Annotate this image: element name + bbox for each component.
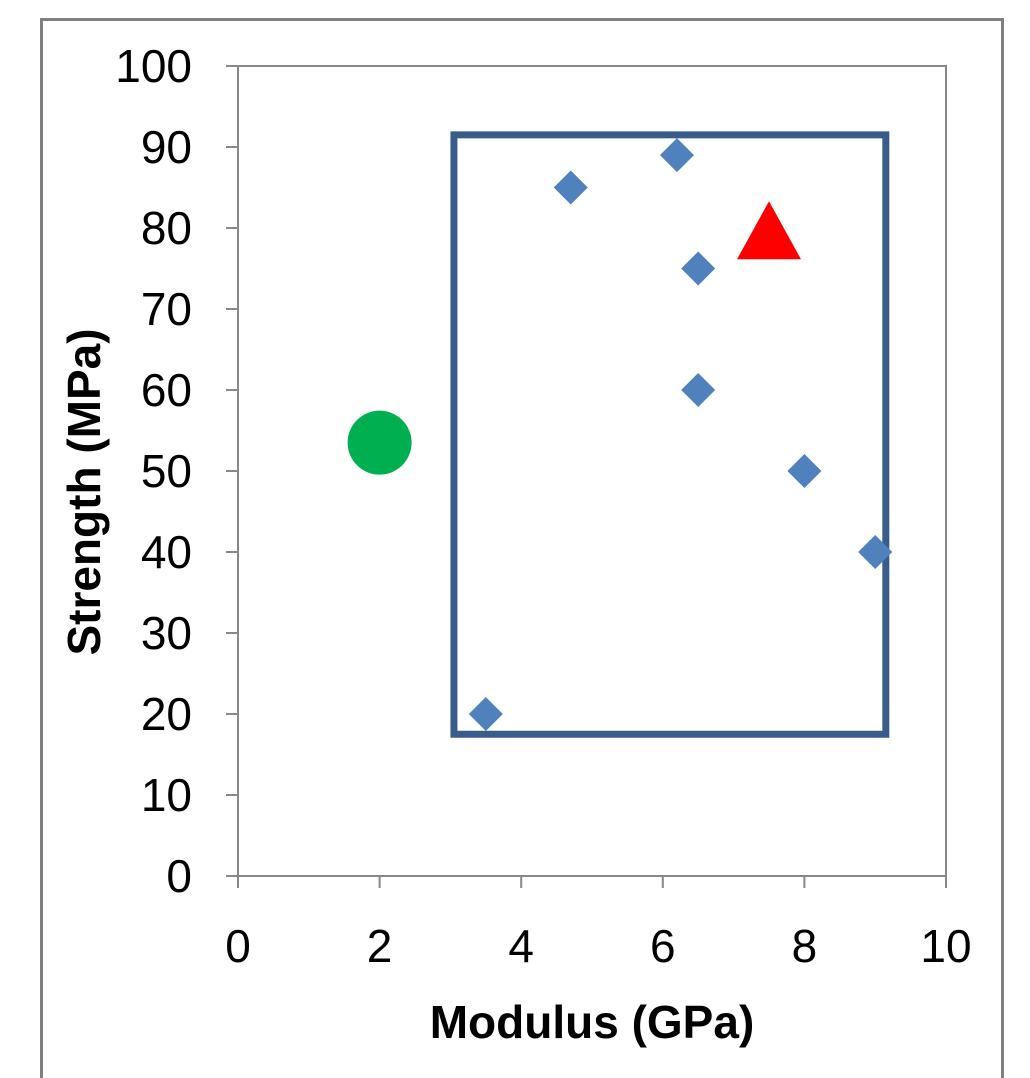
highlight-rectangle <box>450 131 890 738</box>
diamond-point <box>787 454 822 488</box>
data-points <box>347 138 893 731</box>
x-axis-ticks: 0 2 4 6 8 10 <box>225 876 972 972</box>
diamond-point <box>553 170 588 205</box>
x-tick-label: 2 <box>367 920 393 972</box>
y-axis-title: Strength (MPa) <box>58 328 110 655</box>
diamond-point <box>468 697 503 731</box>
x-axis-title: Modulus (GPa) <box>430 996 755 1048</box>
plot-area <box>237 65 947 877</box>
y-tick-label: 100 <box>115 40 192 92</box>
y-tick-label: 10 <box>141 769 192 821</box>
x-tick-label: 4 <box>508 920 534 972</box>
y-tick-label: 20 <box>141 688 192 740</box>
circle-point <box>347 410 412 475</box>
y-tick-label: 90 <box>141 121 192 173</box>
annotations <box>450 131 890 738</box>
triangle-point <box>737 201 801 260</box>
y-tick-label: 80 <box>141 202 192 254</box>
y-axis-ticks: 0 10 20 30 40 50 60 70 80 90 100 <box>115 40 238 902</box>
y-tick-label: 0 <box>166 850 192 902</box>
x-tick-label: 0 <box>225 920 251 972</box>
y-tick-label: 70 <box>141 283 192 335</box>
diamond-point <box>858 535 893 569</box>
diamond-point <box>659 138 694 173</box>
x-tick-label: 8 <box>792 920 818 972</box>
y-tick-label: 60 <box>141 364 192 416</box>
y-tick-label: 50 <box>141 445 192 497</box>
diamond-point <box>681 251 716 286</box>
y-tick-label: 30 <box>141 607 192 659</box>
diamond-point <box>681 373 716 407</box>
x-tick-label: 6 <box>650 920 676 972</box>
x-tick-label: 10 <box>920 920 971 972</box>
y-tick-label: 40 <box>141 526 192 578</box>
